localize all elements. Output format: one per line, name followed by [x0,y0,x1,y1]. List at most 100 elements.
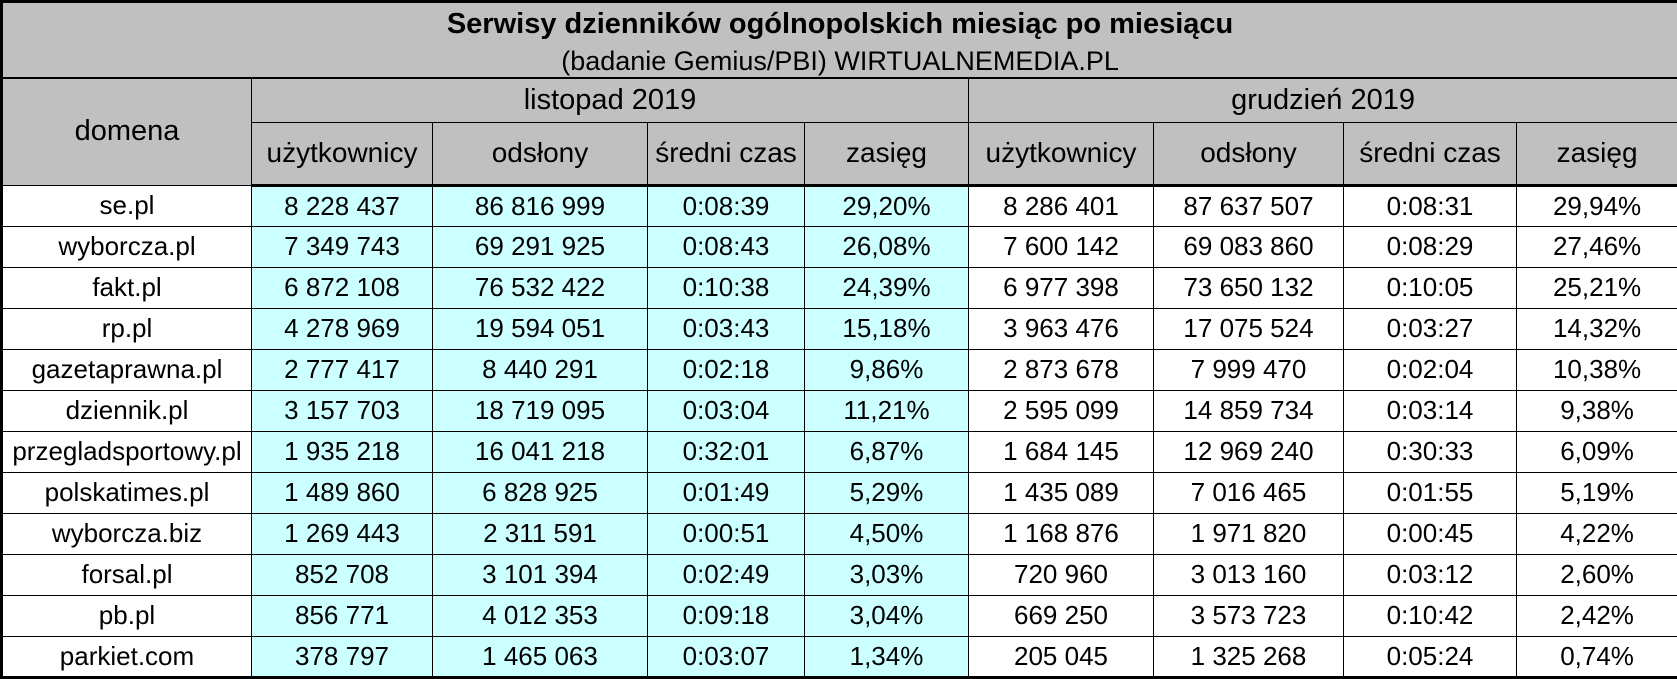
table-row: wyborcza.biz 1 269 443 2 311 591 0:00:51 4,5… [1,512,1677,555]
column-header-dec-sredni-czas: średni czas [1343,121,1517,187]
cell-value: 26,08% [804,225,969,268]
cell-value: 4 012 353 [432,594,648,637]
cell-value: 9,86% [804,348,969,391]
cell-value: 205 045 [968,635,1154,679]
cell-value: 1 325 268 [1153,635,1344,679]
sub-header-row: użytkownicy odsłony średni czas zasięg u… [2,121,1677,187]
cell-value: 8 228 437 [251,184,433,227]
cell-value: 2 873 678 [968,348,1154,391]
cell-value: 12 969 240 [1153,430,1344,473]
cell-value: 9,38% [1515,389,1677,432]
cell-value: 2,42% [1515,594,1677,637]
cell-value: 27,46% [1515,225,1677,268]
cell-value: 25,21% [1515,266,1677,309]
cell-value: 852 708 [251,553,433,596]
cell-value: 2 311 591 [432,512,648,555]
table-row: se.pl 8 228 437 86 816 999 0:08:39 29,20% 8 2… [1,184,1677,227]
cell-domena: gazetaprawna.pl [1,348,252,391]
cell-value: 17 075 524 [1153,307,1344,350]
cell-value: 0:09:18 [647,594,805,637]
cell-value: 3 101 394 [432,553,648,596]
cell-value: 69 083 860 [1153,225,1344,268]
cell-value: 0:05:24 [1343,635,1517,679]
cell-value: 4 278 969 [251,307,433,350]
column-header-nov-sredni-czas: średni czas [647,121,805,187]
cell-value: 1 489 860 [251,471,433,514]
table-row: pb.pl 856 771 4 012 353 0:09:18 3,04% 669 250… [1,594,1677,637]
cell-value: 5,29% [804,471,969,514]
table-body: se.pl 8 228 437 86 816 999 0:08:39 29,20% 8 2… [1,184,1677,679]
group-header-listopad-2019: listopad 2019 [251,77,969,123]
cell-value: 24,39% [804,266,969,309]
cell-domena: wyborcza.pl [1,225,252,268]
cell-value: 3 157 703 [251,389,433,432]
group-header-row: domena listopad 2019 grudzień 2019 [1,77,1677,186]
cell-value: 1 935 218 [251,430,433,473]
cell-value: 18 719 095 [432,389,648,432]
cell-value: 3 963 476 [968,307,1154,350]
cell-value: 11,21% [804,389,969,432]
column-header-domena: domena [1,77,252,186]
column-header-dec-odslony: odsłony [1153,121,1344,187]
cell-domena: rp.pl [1,307,252,350]
cell-value: 1 971 820 [1153,512,1344,555]
cell-value: 7 999 470 [1153,348,1344,391]
column-header-nov-zasieg: zasięg [804,121,969,187]
cell-value: 8 440 291 [432,348,648,391]
cell-domena: dziennik.pl [1,389,252,432]
cell-value: 0:01:49 [647,471,805,514]
cell-value: 0:10:05 [1343,266,1517,309]
cell-value: 16 041 218 [432,430,648,473]
cell-value: 0:08:29 [1343,225,1517,268]
table-row: dziennik.pl 3 157 703 18 719 095 0:03:04 11,… [1,389,1677,432]
cell-value: 15,18% [804,307,969,350]
cell-value: 0:02:18 [647,348,805,391]
cell-value: 8 286 401 [968,184,1154,227]
cell-value: 14,32% [1515,307,1677,350]
cell-value: 0:03:27 [1343,307,1517,350]
cell-domena: forsal.pl [1,553,252,596]
cell-value: 2,60% [1515,553,1677,596]
table-row: fakt.pl 6 872 108 76 532 422 0:10:38 24,39% 6… [1,266,1677,309]
table-title: Serwisy dzienników ogólnopolskich miesią… [446,8,1234,40]
cell-value: 0:01:55 [1343,471,1517,514]
cell-value: 1 269 443 [251,512,433,555]
cell-value: 6 828 925 [432,471,648,514]
cell-domena: wyborcza.biz [1,512,252,555]
table-row: forsal.pl 852 708 3 101 394 0:02:49 3,03% 720… [1,553,1677,596]
cell-value: 0,74% [1515,635,1677,679]
table-row: rp.pl 4 278 969 19 594 051 0:03:43 15,18% 3 9… [1,307,1677,350]
cell-value: 0:02:04 [1343,348,1517,391]
cell-value: 669 250 [968,594,1154,637]
cell-value: 0:08:39 [647,184,805,227]
cell-value: 73 650 132 [1153,266,1344,309]
cell-value: 6,87% [804,430,969,473]
cell-value: 1,34% [804,635,969,679]
cell-value: 7 349 743 [251,225,433,268]
cell-domena: parkiet.com [1,635,252,679]
cell-value: 86 816 999 [432,184,648,227]
cell-value: 69 291 925 [432,225,648,268]
cell-value: 14 859 734 [1153,389,1344,432]
cell-value: 5,19% [1515,471,1677,514]
title-cell: Serwisy dzienników ogólnopolskich miesią… [0,1,1677,79]
cell-domena: polskatimes.pl [1,471,252,514]
cell-value: 378 797 [251,635,433,679]
cell-value: 1 435 089 [968,471,1154,514]
cell-value: 856 771 [251,594,433,637]
cell-value: 6 977 398 [968,266,1154,309]
cell-domena: se.pl [1,184,252,227]
cell-value: 720 960 [968,553,1154,596]
title-row: Serwisy dzienników ogólnopolskich miesią… [0,1,1677,79]
cell-value: 0:08:43 [647,225,805,268]
cell-value: 0:03:04 [647,389,805,432]
column-header-dec-uzytkownicy: użytkownicy [968,121,1154,187]
cell-domena: pb.pl [1,594,252,637]
table-row: parkiet.com 378 797 1 465 063 0:03:07 1,34% 2… [1,635,1677,679]
cell-value: 3 573 723 [1153,594,1344,637]
table-row: przegladsportowy.pl 1 935 218 16 041 218 0:… [1,430,1677,473]
cell-value: 3,04% [804,594,969,637]
cell-value: 0:30:33 [1343,430,1517,473]
cell-value: 1 465 063 [432,635,648,679]
